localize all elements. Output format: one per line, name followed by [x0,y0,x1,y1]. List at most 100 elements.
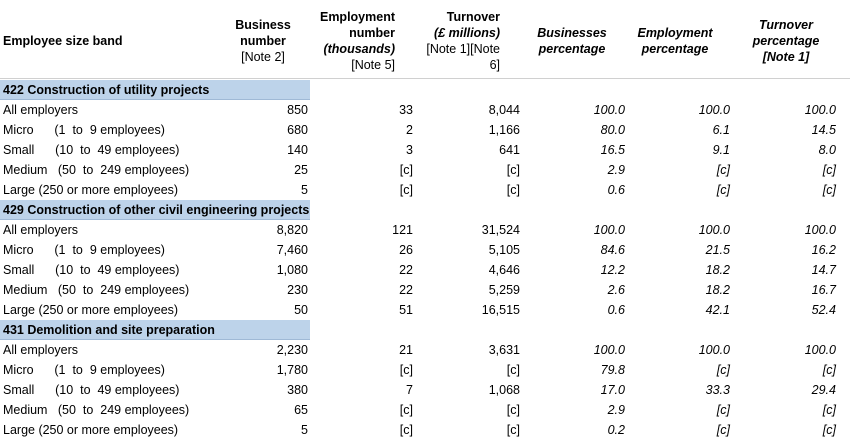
cell: 17.0 [600,383,625,397]
cell: [c] [399,183,413,197]
header-cell: Employment [319,10,395,24]
cell: [c] [716,363,730,377]
header-cell: (£ millions) [434,26,500,40]
header-cell: [Note 2] [241,50,285,64]
header-cell: Employment [637,26,713,40]
header-cell: Business [235,18,291,32]
cell: 16.5 [600,143,625,157]
cell: 18.2 [705,283,730,297]
cell: [c] [506,423,520,437]
cell: 2.6 [607,283,625,297]
cell: [c] [822,403,836,417]
cell: [c] [716,183,730,197]
cell: [c] [822,163,836,177]
cell: 1,080 [276,263,308,277]
cell: [c] [399,403,413,417]
row-label: Large (250 or more employees) [3,423,179,437]
row-label: Micro (1 to 9 employees) [3,123,165,137]
cell: 6.1 [712,123,730,137]
header-cell: number [349,26,395,40]
cell: 21.5 [705,243,730,257]
cell: [c] [399,363,413,377]
cell: [c] [506,163,520,177]
section-band [0,320,310,340]
cell: 51 [399,303,413,317]
cell: 16.2 [811,243,836,257]
cell: 0.2 [607,423,625,437]
cell: 8,044 [488,103,520,117]
cell: [c] [822,363,836,377]
cell: 2.9 [607,403,625,417]
cell: 1,780 [276,363,308,377]
cell: 33 [399,103,413,117]
section-title: 431 Demolition and site preparation [3,323,215,337]
cell: 12.2 [600,263,625,277]
cell: 16,515 [481,303,520,317]
cell: 22 [399,263,413,277]
cell: [c] [716,403,730,417]
cell: [c] [716,423,730,437]
cell: 3,631 [488,343,520,357]
cell: 21 [399,343,413,357]
row-label: Small (10 to 49 employees) [3,383,180,397]
cell: 100.0 [804,343,836,357]
row-label: Medium (50 to 249 employees) [3,403,190,417]
cell: 3 [406,143,413,157]
cell: 0.6 [607,303,625,317]
cell: 100.0 [593,223,625,237]
cell: 29.4 [811,383,836,397]
cell: 25 [294,163,308,177]
cell: [c] [399,163,413,177]
header-rule [0,78,850,79]
row-label: Small (10 to 49 employees) [3,263,180,277]
cell: 8.0 [818,143,836,157]
cell: 2 [406,123,413,137]
cell: 2,230 [276,343,308,357]
cell: 9.1 [712,143,730,157]
cell: 8,820 [276,223,308,237]
header-cell: percentage [538,42,606,56]
cell: [c] [822,423,836,437]
header-cell: [Note 1] [762,50,810,64]
cell: 2.9 [607,163,625,177]
section-band [0,80,310,100]
cell: 16.7 [811,283,836,297]
cell: 121 [392,223,413,237]
cell: 84.6 [600,243,625,257]
header-cell: 6] [489,58,500,72]
cell: 100.0 [593,343,625,357]
cell: 1,068 [488,383,520,397]
row-label: Small (10 to 49 employees) [3,143,180,157]
cell: 4,646 [488,263,520,277]
cell: 5 [301,183,308,197]
cell: 100.0 [804,103,836,117]
cell: 100.0 [804,223,836,237]
header-cell: Employee size band [3,34,123,48]
cell: 7 [406,383,413,397]
cell: 100.0 [593,103,625,117]
section-title: 422 Construction of utility projects [3,83,210,97]
cell: 18.2 [705,263,730,277]
cell: 5,105 [488,243,520,257]
cell: 7,460 [276,243,308,257]
cell: 22 [399,283,413,297]
cell: 140 [287,143,308,157]
header-cell: percentage [752,34,820,48]
cell: 5,259 [488,283,520,297]
cell: 100.0 [698,223,730,237]
cell: 1,166 [488,123,520,137]
header-cell: Turnover [759,18,813,32]
section-title: 429 Construction of other civil engineer… [3,203,310,217]
cell: 31,524 [481,223,520,237]
cell: 52.4 [811,303,836,317]
cell: 42.1 [705,303,730,317]
cell: 100.0 [698,343,730,357]
header-cell: (thousands) [323,42,395,56]
row-label: Micro (1 to 9 employees) [3,363,165,377]
cell: [c] [399,423,413,437]
cell: 79.8 [600,363,625,377]
header-cell: percentage [641,42,709,56]
cell: 65 [294,403,308,417]
cell: 0.6 [607,183,625,197]
